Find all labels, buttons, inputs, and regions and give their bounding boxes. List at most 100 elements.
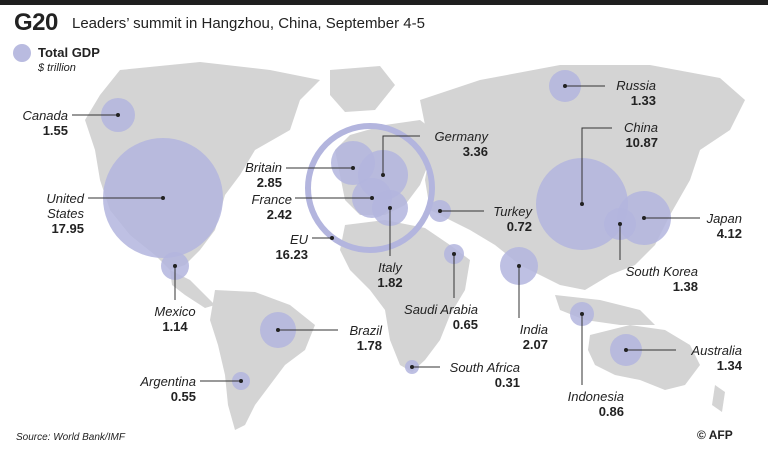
- country-name: Canada: [22, 108, 68, 123]
- dot-india: [517, 264, 521, 268]
- map-subtitle: Leaders’ summit in Hangzhou, China, Sept…: [72, 15, 425, 32]
- gdp-value: 2.42: [266, 207, 292, 222]
- ring-eu: [305, 123, 435, 253]
- land-south-america: [210, 290, 315, 430]
- label-south-africa: South Africa 0.31: [438, 360, 520, 390]
- label-brazil: Brazil 1.78: [300, 323, 382, 353]
- land-new-zealand: [712, 385, 725, 412]
- gdp-value: 1.38: [672, 279, 698, 294]
- dot-south-africa: [410, 365, 414, 369]
- land-southeast-asia: [555, 295, 655, 325]
- country-name: EU: [289, 232, 308, 247]
- country-name-line1: United: [46, 191, 84, 206]
- label-britain: Britain 2.85: [220, 160, 282, 190]
- country-name: Brazil: [349, 323, 382, 338]
- land-greenland: [330, 66, 395, 112]
- legend-unit: $ trillion: [38, 62, 76, 74]
- label-eu: EU 16.23: [244, 232, 308, 262]
- gdp-value: 1.34: [716, 358, 742, 373]
- leader-lines: [72, 85, 700, 385]
- gdp-value: 0.31: [494, 375, 520, 390]
- gdp-value: 10.87: [625, 135, 658, 150]
- country-name: Australia: [691, 343, 742, 358]
- label-saudi-arabia: Saudi Arabia 0.65: [388, 302, 478, 332]
- label-russia: Russia 1.33: [590, 78, 656, 108]
- country-name: Turkey: [493, 204, 532, 219]
- gdp-value: 0.72: [506, 219, 532, 234]
- dot-japan: [642, 216, 646, 220]
- afp-logo: © AFP: [697, 428, 733, 442]
- dot-mexico: [173, 264, 177, 268]
- label-canada: Canada 1.55: [10, 108, 68, 138]
- leader-germany: [382, 135, 420, 175]
- label-germany: Germany 3.36: [410, 129, 488, 159]
- country-name: Italy: [378, 260, 402, 275]
- dot-saudi-arabia: [452, 252, 456, 256]
- country-name: Russia: [616, 78, 656, 93]
- gdp-value: 1.78: [356, 338, 382, 353]
- gdp-value: 2.85: [256, 175, 282, 190]
- dot-eu: [330, 236, 334, 240]
- top-rule: [0, 0, 768, 5]
- gdp-value: 0.86: [598, 404, 624, 419]
- dot-britain: [351, 166, 355, 170]
- dot-brazil: [276, 328, 280, 332]
- gdp-value: 17.95: [51, 221, 84, 236]
- dot-argentina: [239, 379, 243, 383]
- country-name: Saudi Arabia: [404, 302, 478, 317]
- country-name: South Korea: [625, 264, 698, 279]
- label-china: China 10.87: [600, 120, 658, 150]
- dot-turkey: [438, 209, 442, 213]
- gdp-value: 2.07: [522, 337, 548, 352]
- dot-france: [370, 196, 374, 200]
- legend-bubble-icon: [13, 44, 31, 62]
- source-note: Source: World Bank/IMF: [16, 432, 125, 443]
- label-india: India 2.07: [488, 322, 548, 352]
- country-name: Japan: [706, 211, 742, 226]
- dot-united-states: [161, 196, 165, 200]
- country-name: China: [624, 120, 658, 135]
- land-central-america: [170, 270, 215, 308]
- gdp-value: 1.33: [630, 93, 656, 108]
- country-name: Indonesia: [567, 389, 624, 404]
- label-south-korea: South Korea 1.38: [600, 264, 698, 294]
- label-france: France 2.42: [228, 192, 292, 222]
- country-name: Britain: [245, 160, 282, 175]
- label-indonesia: Indonesia 0.86: [540, 389, 624, 419]
- country-name: South Africa: [449, 360, 520, 375]
- dot-china: [580, 202, 584, 206]
- dot-australia: [624, 348, 628, 352]
- label-turkey: Turkey 0.72: [466, 204, 532, 234]
- country-name: Argentina: [140, 374, 196, 389]
- dot-italy: [388, 206, 392, 210]
- gdp-value: 4.12: [716, 226, 742, 241]
- gdp-value: 1.82: [377, 275, 403, 290]
- location-dots: [116, 84, 646, 383]
- dot-russia: [563, 84, 567, 88]
- land-africa: [340, 220, 470, 372]
- country-name: Mexico: [154, 304, 196, 319]
- label-australia: Australia 1.34: [660, 343, 742, 373]
- label-italy: Italy 1.82: [360, 260, 420, 290]
- gdp-value: 0.55: [170, 389, 196, 404]
- gdp-value: 0.65: [452, 317, 478, 332]
- bubble-britain: [331, 141, 375, 185]
- dot-indonesia: [580, 312, 584, 316]
- dot-germany: [381, 173, 385, 177]
- country-name: France: [251, 192, 292, 207]
- dot-south-korea: [618, 222, 622, 226]
- label-mexico: Mexico 1.14: [140, 304, 210, 334]
- gdp-value: 1.55: [42, 123, 68, 138]
- label-japan: Japan 4.12: [680, 211, 742, 241]
- map-title: G20: [14, 9, 58, 36]
- gdp-value: 1.14: [162, 319, 188, 334]
- country-name: India: [519, 322, 548, 337]
- label-united-states: United States 17.95: [20, 191, 84, 236]
- label-argentina: Argentina 0.55: [110, 374, 196, 404]
- legend-label: Total GDP: [38, 45, 100, 60]
- gdp-value: 16.23: [275, 247, 308, 262]
- country-name-line2: States: [47, 206, 84, 221]
- leader-china: [581, 127, 612, 204]
